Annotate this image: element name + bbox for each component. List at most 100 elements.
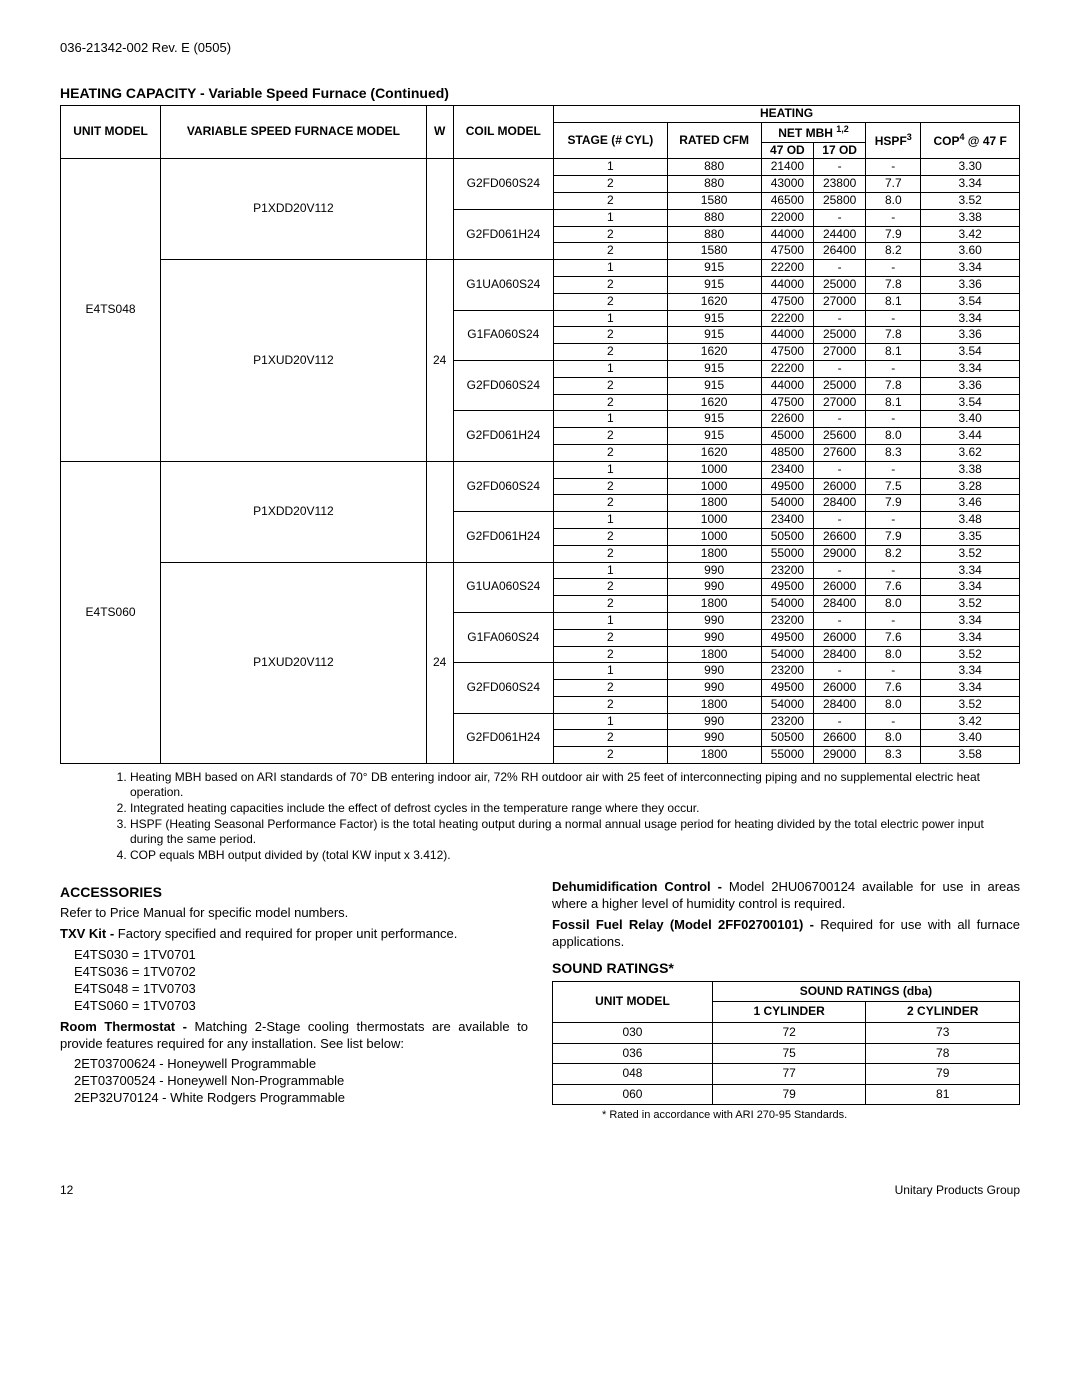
cell-hspf: 8.1	[866, 394, 921, 411]
cell-od47: 46500	[761, 192, 813, 209]
cell-cfm: 1620	[667, 444, 761, 461]
cell-hspf: 7.8	[866, 327, 921, 344]
txv-list-item: E4TS030 = 1TV0701	[74, 947, 528, 964]
cell-od47: 54000	[761, 646, 813, 663]
cell-od17: 26000	[814, 680, 866, 697]
cell-od47: 47500	[761, 293, 813, 310]
cell-stage: 2	[554, 192, 667, 209]
cell-stage: 2	[554, 276, 667, 293]
sound-ratings-heading: SOUND RATINGS*	[552, 959, 1020, 977]
cell-hspf: 8.0	[866, 730, 921, 747]
th-coil-model: COIL MODEL	[453, 106, 554, 159]
cell-cfm: 990	[667, 562, 761, 579]
cell-od47: 50500	[761, 528, 813, 545]
cell-hspf: -	[866, 562, 921, 579]
table-row: E4TS048P1XDD20V112G2FD060S24188021400--3…	[61, 159, 1020, 176]
cell-od17: 28400	[814, 696, 866, 713]
table-row: E4TS060P1XDD20V112G2FD060S241100023400--…	[61, 461, 1020, 478]
txv-list-item: E4TS048 = 1TV0703	[74, 981, 528, 998]
cell-od47: 44000	[761, 327, 813, 344]
cell-od47: 23200	[761, 612, 813, 629]
cell-hspf: -	[866, 512, 921, 529]
document-number: 036-21342-002 Rev. E (0505)	[60, 40, 1020, 55]
cell-hspf: -	[866, 159, 921, 176]
th-unit-model: UNIT MODEL	[61, 106, 161, 159]
cell-od17: 25000	[814, 276, 866, 293]
cell-cfm: 1620	[667, 394, 761, 411]
cell-od47: 23400	[761, 512, 813, 529]
cell-od47: 48500	[761, 444, 813, 461]
cell-od47: 44000	[761, 226, 813, 243]
cell-cop: 3.38	[921, 209, 1020, 226]
cell-stage: 2	[554, 444, 667, 461]
cell-coil-model: G2FD061H24	[453, 411, 554, 461]
cell-od17: 27600	[814, 444, 866, 461]
cell-cop: 3.36	[921, 327, 1020, 344]
cell-od47: 23200	[761, 562, 813, 579]
table-row: P1XUD20V11224G1UA060S24199023200--3.34	[61, 562, 1020, 579]
cell-cfm: 1000	[667, 512, 761, 529]
cell-hspf: 7.9	[866, 495, 921, 512]
cell-stage: 2	[554, 394, 667, 411]
cell-hspf: 7.9	[866, 528, 921, 545]
cell-stage: 1	[554, 461, 667, 478]
cell-cfm: 1800	[667, 495, 761, 512]
sound-footnote: * Rated in accordance with ARI 270-95 St…	[602, 1108, 1020, 1122]
cell-cfm: 915	[667, 327, 761, 344]
cell-cfm: 915	[667, 411, 761, 428]
cell-cfm: 1000	[667, 461, 761, 478]
cell-od17: 26000	[814, 579, 866, 596]
cell-w: 24	[426, 260, 453, 462]
cell-furnace-model: P1XDD20V112	[161, 159, 427, 260]
cell-hspf: 7.6	[866, 629, 921, 646]
cell-stage: 1	[554, 512, 667, 529]
cell-od17: 27000	[814, 344, 866, 361]
room-thermostat: Room Thermostat - Matching 2-Stage cooli…	[60, 1019, 528, 1053]
cell-cop: 3.44	[921, 428, 1020, 445]
table-footnotes: Heating MBH based on ARI standards of 70…	[90, 770, 1020, 863]
cell-hspf: -	[866, 360, 921, 377]
cell-od17: 26000	[814, 478, 866, 495]
thermostat-list-item: 2ET03700524 - Honeywell Non-Programmable	[74, 1073, 528, 1090]
cell-coil-model: G1UA060S24	[453, 562, 554, 612]
cell-stage: 1	[554, 260, 667, 277]
cell-cop: 3.60	[921, 243, 1020, 260]
cell-od17: 27000	[814, 293, 866, 310]
cell-cfm: 915	[667, 428, 761, 445]
cell-coil-model: G2FD060S24	[453, 360, 554, 410]
cell-cop: 3.30	[921, 159, 1020, 176]
th-sound-ratings: SOUND RATINGS (dba)	[712, 981, 1019, 1002]
cell-cfm: 1000	[667, 528, 761, 545]
cell-cop: 3.52	[921, 646, 1020, 663]
cell-stage: 1	[554, 360, 667, 377]
cell-hspf: 8.1	[866, 293, 921, 310]
cell-w	[426, 461, 453, 562]
cell-stage: 2	[554, 579, 667, 596]
th-rated-cfm: RATED CFM	[667, 122, 761, 159]
cell-od17: -	[814, 260, 866, 277]
cell-od47: 22200	[761, 260, 813, 277]
cell-od17: 28400	[814, 495, 866, 512]
cell-od47: 49500	[761, 579, 813, 596]
cell-c1: 75	[712, 1043, 866, 1064]
cell-hspf: -	[866, 663, 921, 680]
cell-od47: 54000	[761, 596, 813, 613]
cell-cop: 3.52	[921, 596, 1020, 613]
cell-od47: 21400	[761, 159, 813, 176]
cell-od17: 25800	[814, 192, 866, 209]
table-row: P1XUD20V11224G1UA060S24191522200--3.34	[61, 260, 1020, 277]
cell-cop: 3.35	[921, 528, 1020, 545]
th-net-mbh: NET MBH 1,2	[761, 122, 866, 142]
cell-od47: 44000	[761, 377, 813, 394]
cell-unit-model: E4TS060	[61, 461, 161, 763]
cell-coil-model: G2FD061H24	[453, 713, 554, 763]
cell-hspf: 7.7	[866, 176, 921, 193]
cell-cop: 3.42	[921, 226, 1020, 243]
cell-hspf: 8.2	[866, 243, 921, 260]
th-47od: 47 OD	[761, 142, 813, 159]
cell-stage: 2	[554, 596, 667, 613]
table-row: 0487779	[553, 1064, 1020, 1085]
cell-hspf: 7.5	[866, 478, 921, 495]
cell-od47: 49500	[761, 629, 813, 646]
cell-cop: 3.28	[921, 478, 1020, 495]
